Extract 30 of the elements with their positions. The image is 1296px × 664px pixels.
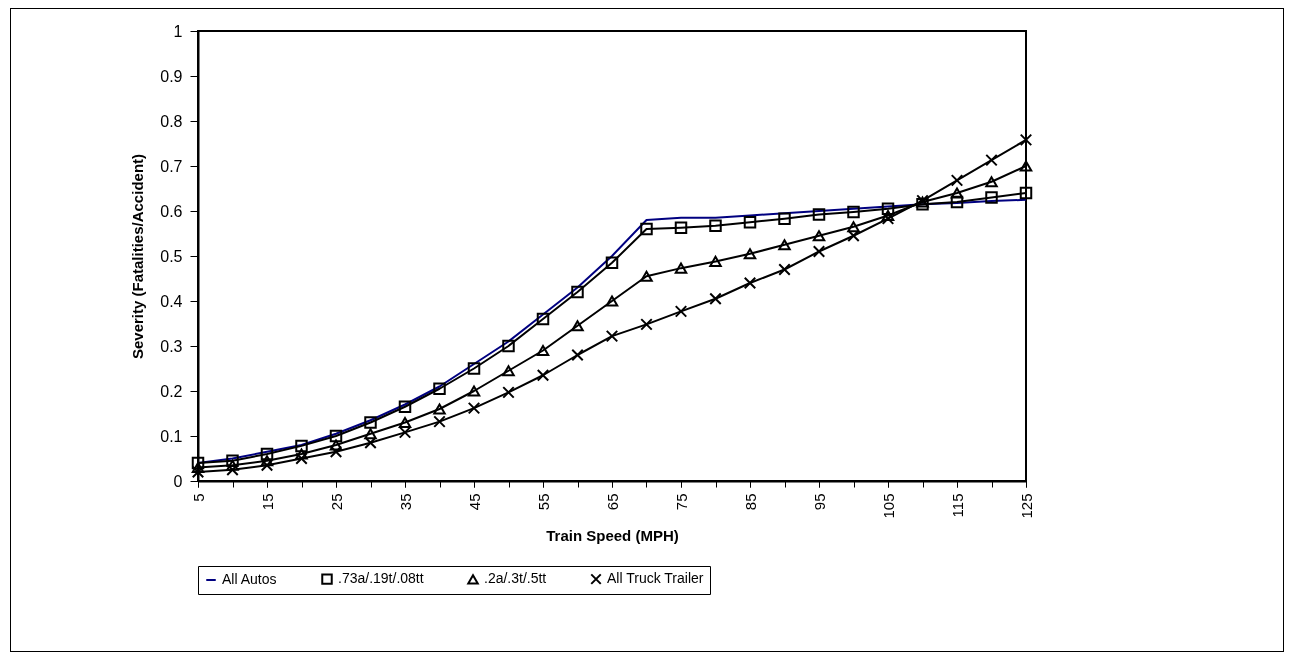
x-tick-label: 45	[465, 493, 483, 511]
x-tick-label: 115	[948, 493, 966, 518]
x-tick-label: 55	[534, 493, 552, 511]
y-tick-label: 0.6	[160, 202, 183, 220]
x-tick-label: 25	[327, 493, 345, 511]
y-tick-label: 0.3	[160, 337, 183, 355]
x-tick-label: 85	[741, 493, 759, 511]
x-tick-label: 65	[603, 493, 621, 511]
y-tick-label: 0.7	[160, 157, 183, 175]
x-tick-label: 125	[1017, 493, 1035, 519]
y-tick-label: 0.2	[160, 382, 183, 400]
y-tick-label: 0.5	[160, 247, 183, 265]
x-tick-label: 5	[189, 493, 207, 502]
legend-label: All Truck Trailer	[607, 570, 704, 587]
x-tick-label: 105	[879, 493, 897, 519]
x-tick-label: 15	[258, 493, 276, 511]
y-tick-label: 0.1	[160, 427, 183, 445]
x-axis-title: Train Speed (MPH)	[546, 526, 679, 544]
x-tick-label: 35	[396, 493, 414, 511]
x-tick-label: 75	[672, 493, 690, 511]
legend-label: .73a/.19t/.08tt	[338, 570, 424, 587]
y-tick-label: 0.4	[160, 292, 183, 310]
y-tick-label: 0.8	[160, 112, 183, 130]
y-axis-title: Severity (Fatalities/Accident)	[129, 153, 147, 360]
y-tick-label: 0	[173, 472, 183, 490]
y-tick-label: 0.9	[160, 67, 183, 85]
y-tick-label: 1	[173, 22, 183, 40]
x-tick-label: 95	[810, 493, 828, 511]
legend-label: All Autos	[222, 571, 277, 587]
legend-label: .2a/.3t/.5tt	[484, 570, 547, 587]
